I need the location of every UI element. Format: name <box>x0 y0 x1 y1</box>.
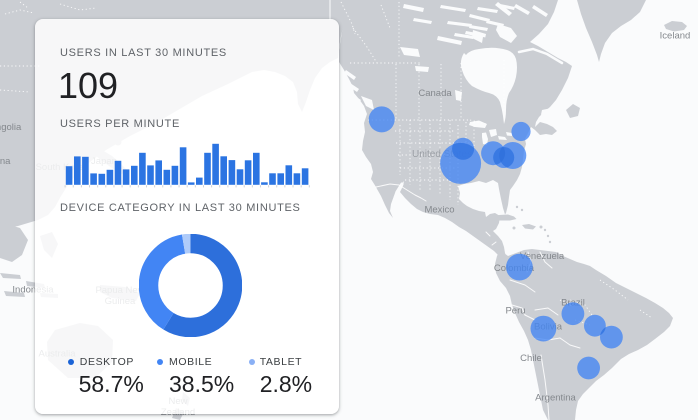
svg-text:China: China <box>0 156 11 167</box>
svg-text:Mexico: Mexico <box>424 205 454 216</box>
svg-text:Argentina: Argentina <box>535 393 576 404</box>
svg-text:Indonesia: Indonesia <box>12 285 54 296</box>
svg-text:United States: United States <box>412 149 472 160</box>
svg-text:Peru: Peru <box>505 306 525 317</box>
svg-text:Chile: Chile <box>520 353 542 364</box>
svg-text:Mongolia: Mongolia <box>0 122 22 133</box>
svg-text:Canada: Canada <box>418 88 452 99</box>
svg-text:Iceland: Iceland <box>660 31 691 42</box>
svg-text:Venezuela: Venezuela <box>520 251 565 262</box>
